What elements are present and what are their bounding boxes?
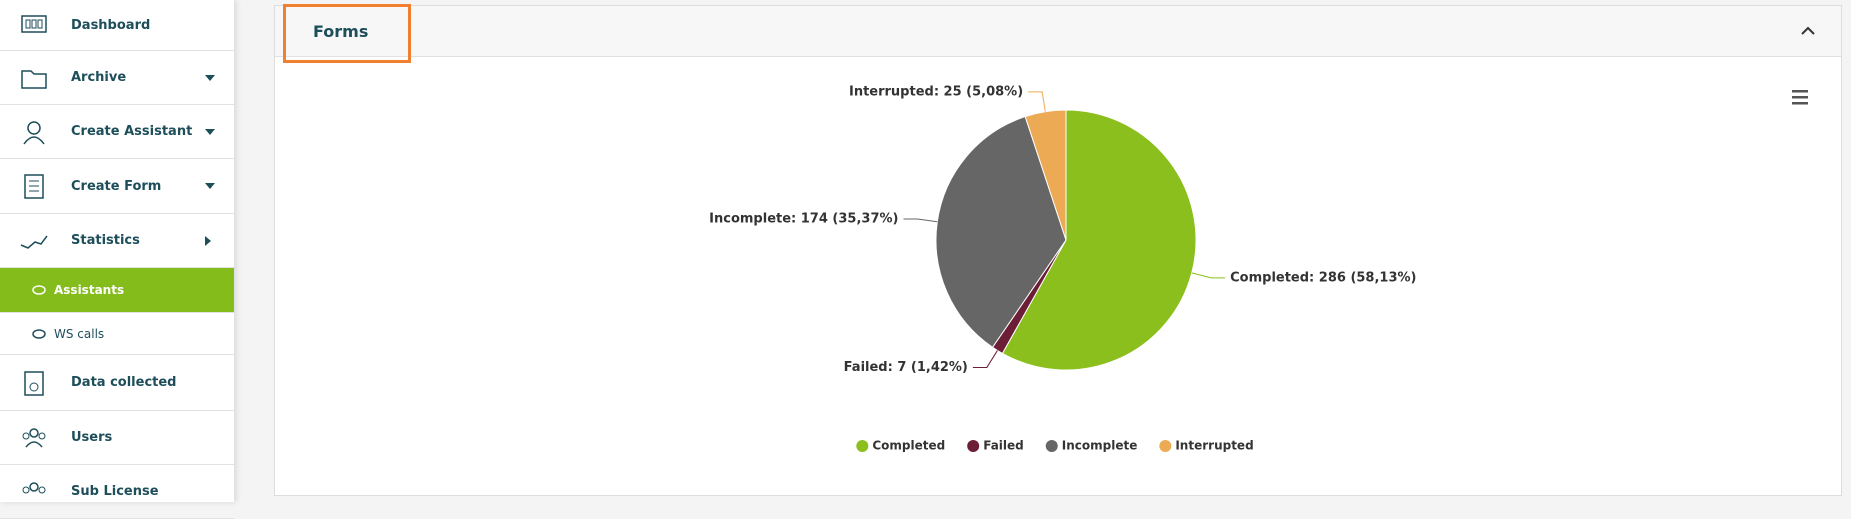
collapse-icon[interactable] (1801, 26, 1815, 35)
label-connector (1191, 272, 1226, 279)
caret (205, 183, 215, 189)
caret (205, 74, 215, 81)
label-connector (1028, 91, 1046, 112)
legend-marker (1045, 440, 1058, 452)
nav-item[interactable]: WS calls (0, 313, 234, 355)
nav-item[interactable]: Data collected (0, 355, 234, 411)
legend-label: Incomplete (1062, 439, 1138, 453)
icon (24, 370, 44, 396)
nav-label: Archive (71, 70, 127, 85)
icon (23, 120, 45, 144)
nav-item[interactable]: Archive (0, 51, 234, 105)
nav-label: Users (71, 430, 113, 445)
nav-label: WS calls (54, 326, 105, 341)
nav-label: Create Form (71, 178, 162, 194)
pie-slice (1024, 109, 1067, 241)
caret (205, 235, 211, 246)
icon (22, 427, 46, 447)
legend-marker (856, 440, 869, 452)
sidebar: Dashboard Archive Create Assistant Creat… (0, 0, 234, 519)
icon (22, 481, 46, 493)
icon (21, 69, 47, 89)
icon (21, 15, 47, 33)
nav-label: Assistants (54, 283, 125, 297)
nav-label: Create Assistant (71, 124, 193, 139)
icon (20, 235, 48, 249)
nav-label: Statistics (71, 233, 140, 248)
label-connector (903, 218, 938, 223)
legend-label: Failed (983, 439, 1024, 453)
nav-label: Data collected (71, 375, 177, 390)
panel-title: Forms (313, 22, 369, 41)
nav-item[interactable]: Sub License (0, 465, 234, 519)
legend-label: Interrupted (1175, 439, 1253, 453)
nav-item[interactable]: Users (0, 411, 234, 465)
data-label: Incomplete: 174 (35,37%) (709, 211, 898, 226)
icon (32, 328, 46, 339)
chart: Completed: 286 (58,13%) Failed: 7 (1,42%)… (709, 84, 1808, 453)
nav-item[interactable]: Create Form (0, 159, 234, 214)
icon (24, 174, 44, 199)
legend-marker (967, 440, 980, 452)
nav-item[interactable]: Statistics (0, 214, 234, 268)
data-label: Completed: 286 (58,13%) (1230, 270, 1416, 285)
legend-label: Completed (872, 439, 945, 453)
data-label: Interrupted: 25 (5,08%) (849, 84, 1023, 99)
pie-slice (935, 115, 1067, 348)
menu-icon[interactable] (1792, 90, 1808, 105)
highlight-box (283, 4, 411, 63)
panel-header[interactable]: Forms (275, 6, 1841, 57)
nav-label: Sub License (71, 484, 159, 499)
legend-marker (1159, 440, 1172, 452)
nav-label: Dashboard (71, 17, 151, 33)
label-connector (972, 350, 998, 368)
caret (205, 128, 215, 135)
nav-item[interactable]: Dashboard (0, 0, 234, 51)
icon (32, 285, 46, 295)
data-label: Failed: 7 (1,42%) (844, 360, 968, 375)
nav-item[interactable]: Create Assistant (0, 105, 234, 159)
nav-item[interactable]: Assistants (0, 268, 234, 313)
